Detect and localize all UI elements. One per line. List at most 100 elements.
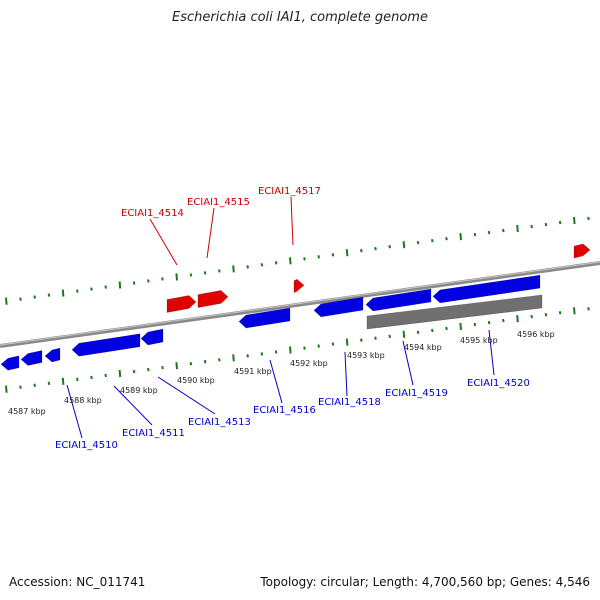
major-tick (459, 322, 462, 331)
gene-label-reverse[interactable]: ECIAI1_4510 (55, 440, 118, 451)
minor-tick (132, 369, 136, 374)
major-tick (5, 297, 8, 305)
minor-tick (147, 279, 150, 283)
inner-ruler (5, 307, 590, 393)
map-title: Escherichia coli IAI1, complete genome (172, 10, 428, 25)
major-tick (5, 385, 8, 393)
outer-ruler (5, 216, 590, 305)
major-tick (118, 281, 122, 289)
minor-tick (317, 255, 320, 259)
minor-tick (416, 240, 420, 245)
gene-label-reverse[interactable]: ECIAI1_4513 (188, 417, 251, 428)
tick-label: 4593 kbp (347, 351, 385, 360)
minor-tick (189, 362, 193, 366)
label-leader-line (269, 359, 283, 404)
accession-text: Accession: NC_011741 (9, 575, 146, 589)
minor-tick (473, 232, 477, 237)
minor-tick (431, 328, 434, 333)
major-tick (61, 377, 65, 385)
minor-tick (90, 287, 93, 291)
label-leader-line (290, 196, 294, 246)
genome-backbone (0, 261, 600, 348)
gene-reverse (313, 296, 364, 318)
label-leader-line (488, 329, 495, 376)
minor-tick (161, 277, 164, 281)
label-leader-line (149, 218, 178, 266)
minor-tick (260, 263, 264, 267)
minor-tick (388, 334, 391, 338)
gene-reverse (71, 333, 141, 357)
major-tick (61, 289, 65, 297)
minor-tick (246, 354, 249, 358)
minor-tick (544, 313, 548, 317)
gene-label-forward[interactable]: ECIAI1_4517 (258, 186, 321, 197)
gene-label-reverse[interactable]: ECIAI1_4518 (318, 397, 381, 408)
major-tick (232, 265, 235, 273)
label-leader-line (157, 376, 216, 415)
minor-tick (558, 311, 562, 315)
minor-tick (374, 247, 377, 251)
minor-tick (90, 375, 93, 380)
minor-tick (473, 322, 477, 327)
major-tick (516, 315, 519, 323)
gene-reverse (0, 355, 20, 371)
gene-label-forward[interactable]: ECIAI1_4514 (121, 208, 184, 219)
minor-tick (19, 385, 22, 389)
minor-tick (147, 367, 150, 372)
gene-label-reverse[interactable]: ECIAI1_4519 (385, 388, 448, 399)
minor-tick (132, 281, 136, 285)
gene-reverse (20, 350, 43, 366)
tick-label: 4592 kbp (290, 359, 328, 368)
minor-tick (303, 346, 306, 350)
label-leader-line (206, 207, 215, 259)
tick-label: 4587 kbp (8, 407, 46, 416)
label-leader-line (344, 351, 348, 397)
major-tick (459, 233, 462, 241)
minor-tick (33, 295, 36, 299)
minor-tick (104, 285, 107, 289)
gene-forward (293, 278, 305, 294)
gene-label-reverse[interactable]: ECIAI1_4516 (253, 405, 316, 416)
minor-tick (203, 271, 207, 275)
major-tick (402, 241, 406, 249)
features (0, 243, 591, 371)
major-tick (516, 224, 519, 233)
gene-forward (166, 295, 197, 313)
minor-tick (360, 338, 363, 342)
label-leaders (66, 196, 495, 439)
minor-tick (76, 289, 79, 293)
label-leader-line (402, 340, 414, 386)
gene-label-forward[interactable]: ECIAI1_4515 (187, 197, 250, 208)
minor-tick (530, 314, 533, 319)
minor-tick (317, 344, 320, 348)
minor-tick (331, 253, 335, 257)
minor-tick (19, 297, 22, 301)
minor-tick (260, 352, 264, 356)
major-tick (175, 273, 178, 281)
minor-tick (558, 220, 562, 225)
gene-label-reverse[interactable]: ECIAI1_4511 (122, 428, 185, 439)
gene-label-reverse[interactable]: ECIAI1_4520 (467, 378, 530, 389)
gene-forward (573, 243, 591, 259)
minor-tick (274, 350, 278, 354)
label-leader-line (113, 385, 153, 426)
minor-tick (374, 336, 377, 340)
major-tick (289, 346, 292, 354)
minor-tick (76, 377, 79, 382)
tick-label: 4591 kbp (234, 367, 272, 376)
gene-reverse (365, 288, 432, 312)
minor-tick (33, 383, 36, 387)
minor-tick (487, 230, 491, 235)
minor-tick (104, 373, 107, 378)
minor-tick (360, 249, 363, 253)
minor-tick (431, 238, 434, 243)
major-tick (402, 330, 406, 338)
minor-tick (530, 224, 533, 229)
minor-tick (218, 358, 221, 362)
major-tick (118, 369, 122, 378)
minor-tick (502, 318, 505, 323)
major-tick (289, 257, 292, 265)
major-tick (573, 216, 576, 225)
minor-tick (502, 228, 505, 233)
